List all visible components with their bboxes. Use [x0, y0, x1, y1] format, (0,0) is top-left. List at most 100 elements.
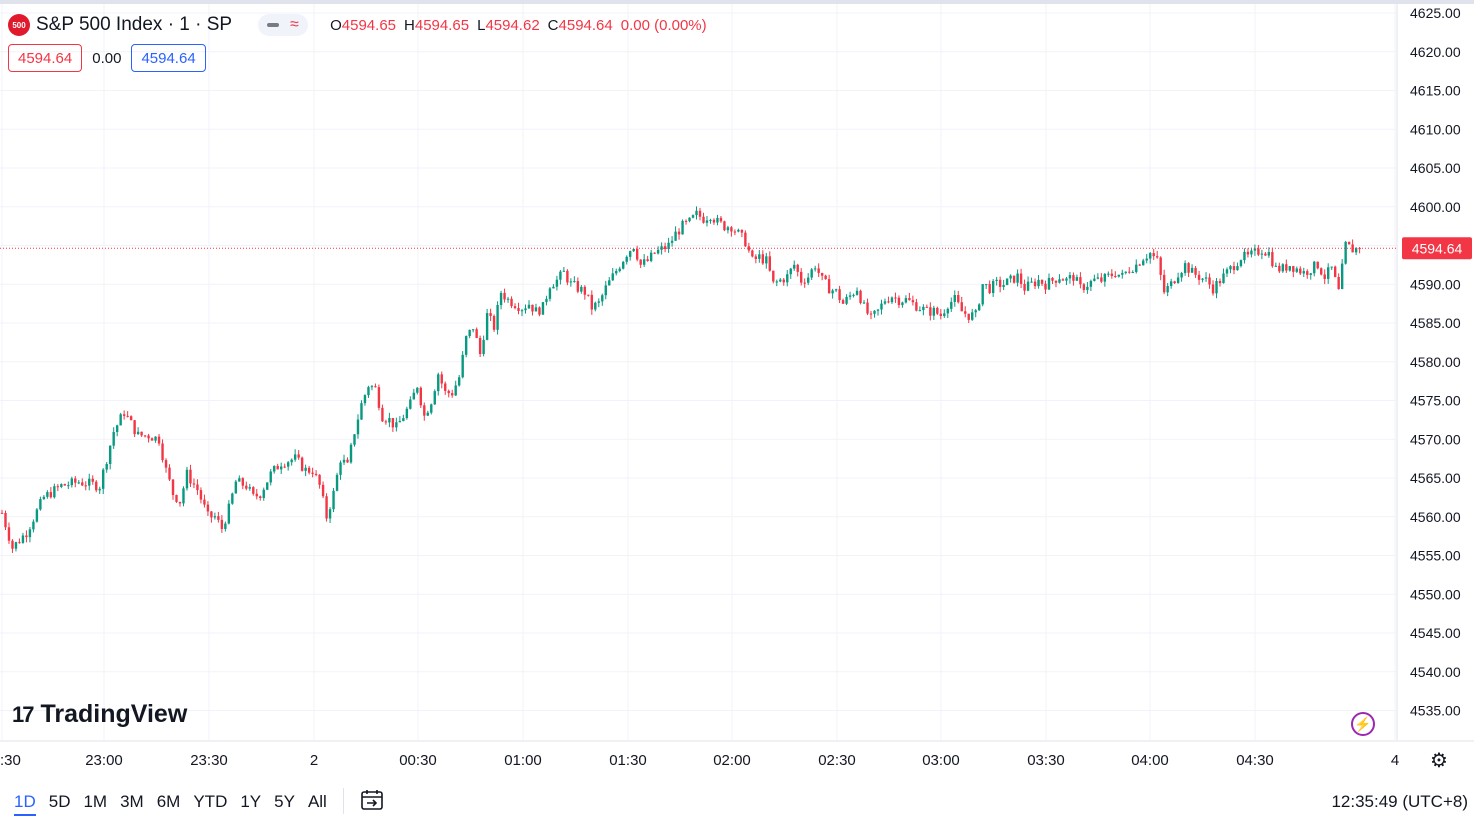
candle [1016, 269, 1019, 287]
range-3m[interactable]: 3M [120, 792, 144, 811]
tradingview-logo-icon: 17 [12, 701, 35, 727]
candle-body [618, 268, 621, 272]
price-chart[interactable]: 4625.00 4620.00 4615.00 4610.00 4605.00 4600.… [0, 0, 1474, 784]
candle [178, 501, 182, 507]
candle-body [754, 256, 758, 259]
candle-body [391, 418, 395, 428]
symbol-title[interactable]: S&P 500 Index · 1 · SP [36, 14, 233, 35]
candle-body [95, 481, 98, 491]
candle [670, 236, 674, 247]
candle [566, 269, 569, 286]
candle-body [897, 297, 901, 306]
candle-body [995, 279, 998, 281]
candle-body [1316, 261, 1319, 269]
buy-price-button[interactable]: 4594.64 [131, 44, 206, 72]
candle [1295, 266, 1298, 273]
candle [1054, 280, 1058, 288]
hide-icon[interactable] [267, 23, 280, 27]
range-1m[interactable]: 1M [83, 792, 108, 811]
range-5d[interactable]: 5D [48, 792, 71, 811]
candle-body [98, 488, 101, 491]
candle-body [314, 473, 318, 475]
candle [171, 479, 175, 500]
candle-body [974, 310, 977, 313]
range-all[interactable]: All [307, 792, 327, 811]
tradingview-logo[interactable]: 17 TradingView [12, 700, 187, 729]
candle-body [499, 292, 503, 306]
candle-body [1082, 284, 1086, 291]
candle [192, 478, 196, 489]
range-6m[interactable]: 6M [156, 792, 181, 811]
candle [1180, 271, 1183, 282]
legend-toggle-pill[interactable]: ≈ [258, 14, 309, 36]
candle-body [1201, 278, 1204, 280]
candle-body [597, 301, 600, 303]
candle [213, 512, 217, 520]
candle-body [531, 304, 534, 312]
go-to-date-icon[interactable] [360, 788, 384, 812]
candle-body [1285, 264, 1288, 271]
candle-body [632, 249, 635, 252]
candle [1155, 250, 1159, 259]
candle-body [157, 436, 161, 444]
candle [63, 483, 67, 486]
candle-body [782, 279, 785, 283]
sell-price-button[interactable]: 4594.64 [8, 44, 83, 72]
range-1d[interactable]: 1D [14, 790, 36, 816]
candle [1292, 265, 1295, 278]
lightning-icon[interactable]: ⚡ [1351, 712, 1375, 736]
candle-body [63, 484, 67, 486]
candle-body [255, 493, 258, 497]
candle [646, 255, 649, 262]
candle-body [1194, 267, 1197, 275]
candle [712, 218, 716, 225]
candle-body [1023, 283, 1026, 291]
candle [157, 434, 161, 446]
time-tick-label: 00:30 [399, 752, 437, 769]
candle-body [510, 298, 513, 307]
candle [74, 476, 77, 488]
candle-body [904, 298, 908, 303]
candle [1333, 265, 1337, 278]
candle-body [1128, 271, 1131, 273]
candle-body [716, 217, 719, 223]
candle-body [88, 478, 91, 486]
candle [691, 214, 695, 219]
candle-body [1197, 274, 1201, 280]
candle-body [810, 269, 813, 278]
candle [196, 479, 199, 495]
clock-timezone[interactable]: 12:35:49 (UTC+8) [1331, 792, 1468, 811]
candle-body [1344, 241, 1347, 264]
candle [601, 293, 604, 306]
candle [1211, 280, 1215, 296]
candle-body [691, 215, 695, 218]
candle [911, 295, 915, 306]
candle-body [566, 270, 569, 283]
candle [297, 450, 300, 460]
candle-body [342, 459, 346, 463]
approx-icon[interactable]: ≈ [290, 16, 299, 33]
candle [897, 295, 901, 309]
candle [1128, 267, 1131, 274]
candle [632, 248, 635, 252]
candle [203, 494, 206, 508]
settings-gear-icon[interactable]: ⚙ [1430, 749, 1448, 772]
candle [1135, 259, 1138, 274]
candle-body [803, 282, 806, 284]
candle [423, 402, 426, 421]
candle [758, 249, 761, 263]
candle-body [1340, 263, 1344, 290]
candle-body [409, 399, 412, 409]
range-5y[interactable]: 5Y [274, 792, 295, 811]
time-tick-label: 23:00 [85, 752, 123, 769]
symbol-legend: 500 S&P 500 Index · 1 · SP ≈ O4594.65 H4… [8, 12, 707, 38]
range-ytd[interactable]: YTD [193, 792, 228, 811]
candle [269, 469, 272, 486]
candle [803, 278, 806, 288]
candle-body [642, 259, 646, 265]
candle-body [709, 219, 712, 221]
candle-body [1149, 253, 1152, 259]
candle-body [353, 434, 356, 445]
candle-body [1306, 271, 1309, 275]
range-1y[interactable]: 1Y [240, 792, 262, 811]
